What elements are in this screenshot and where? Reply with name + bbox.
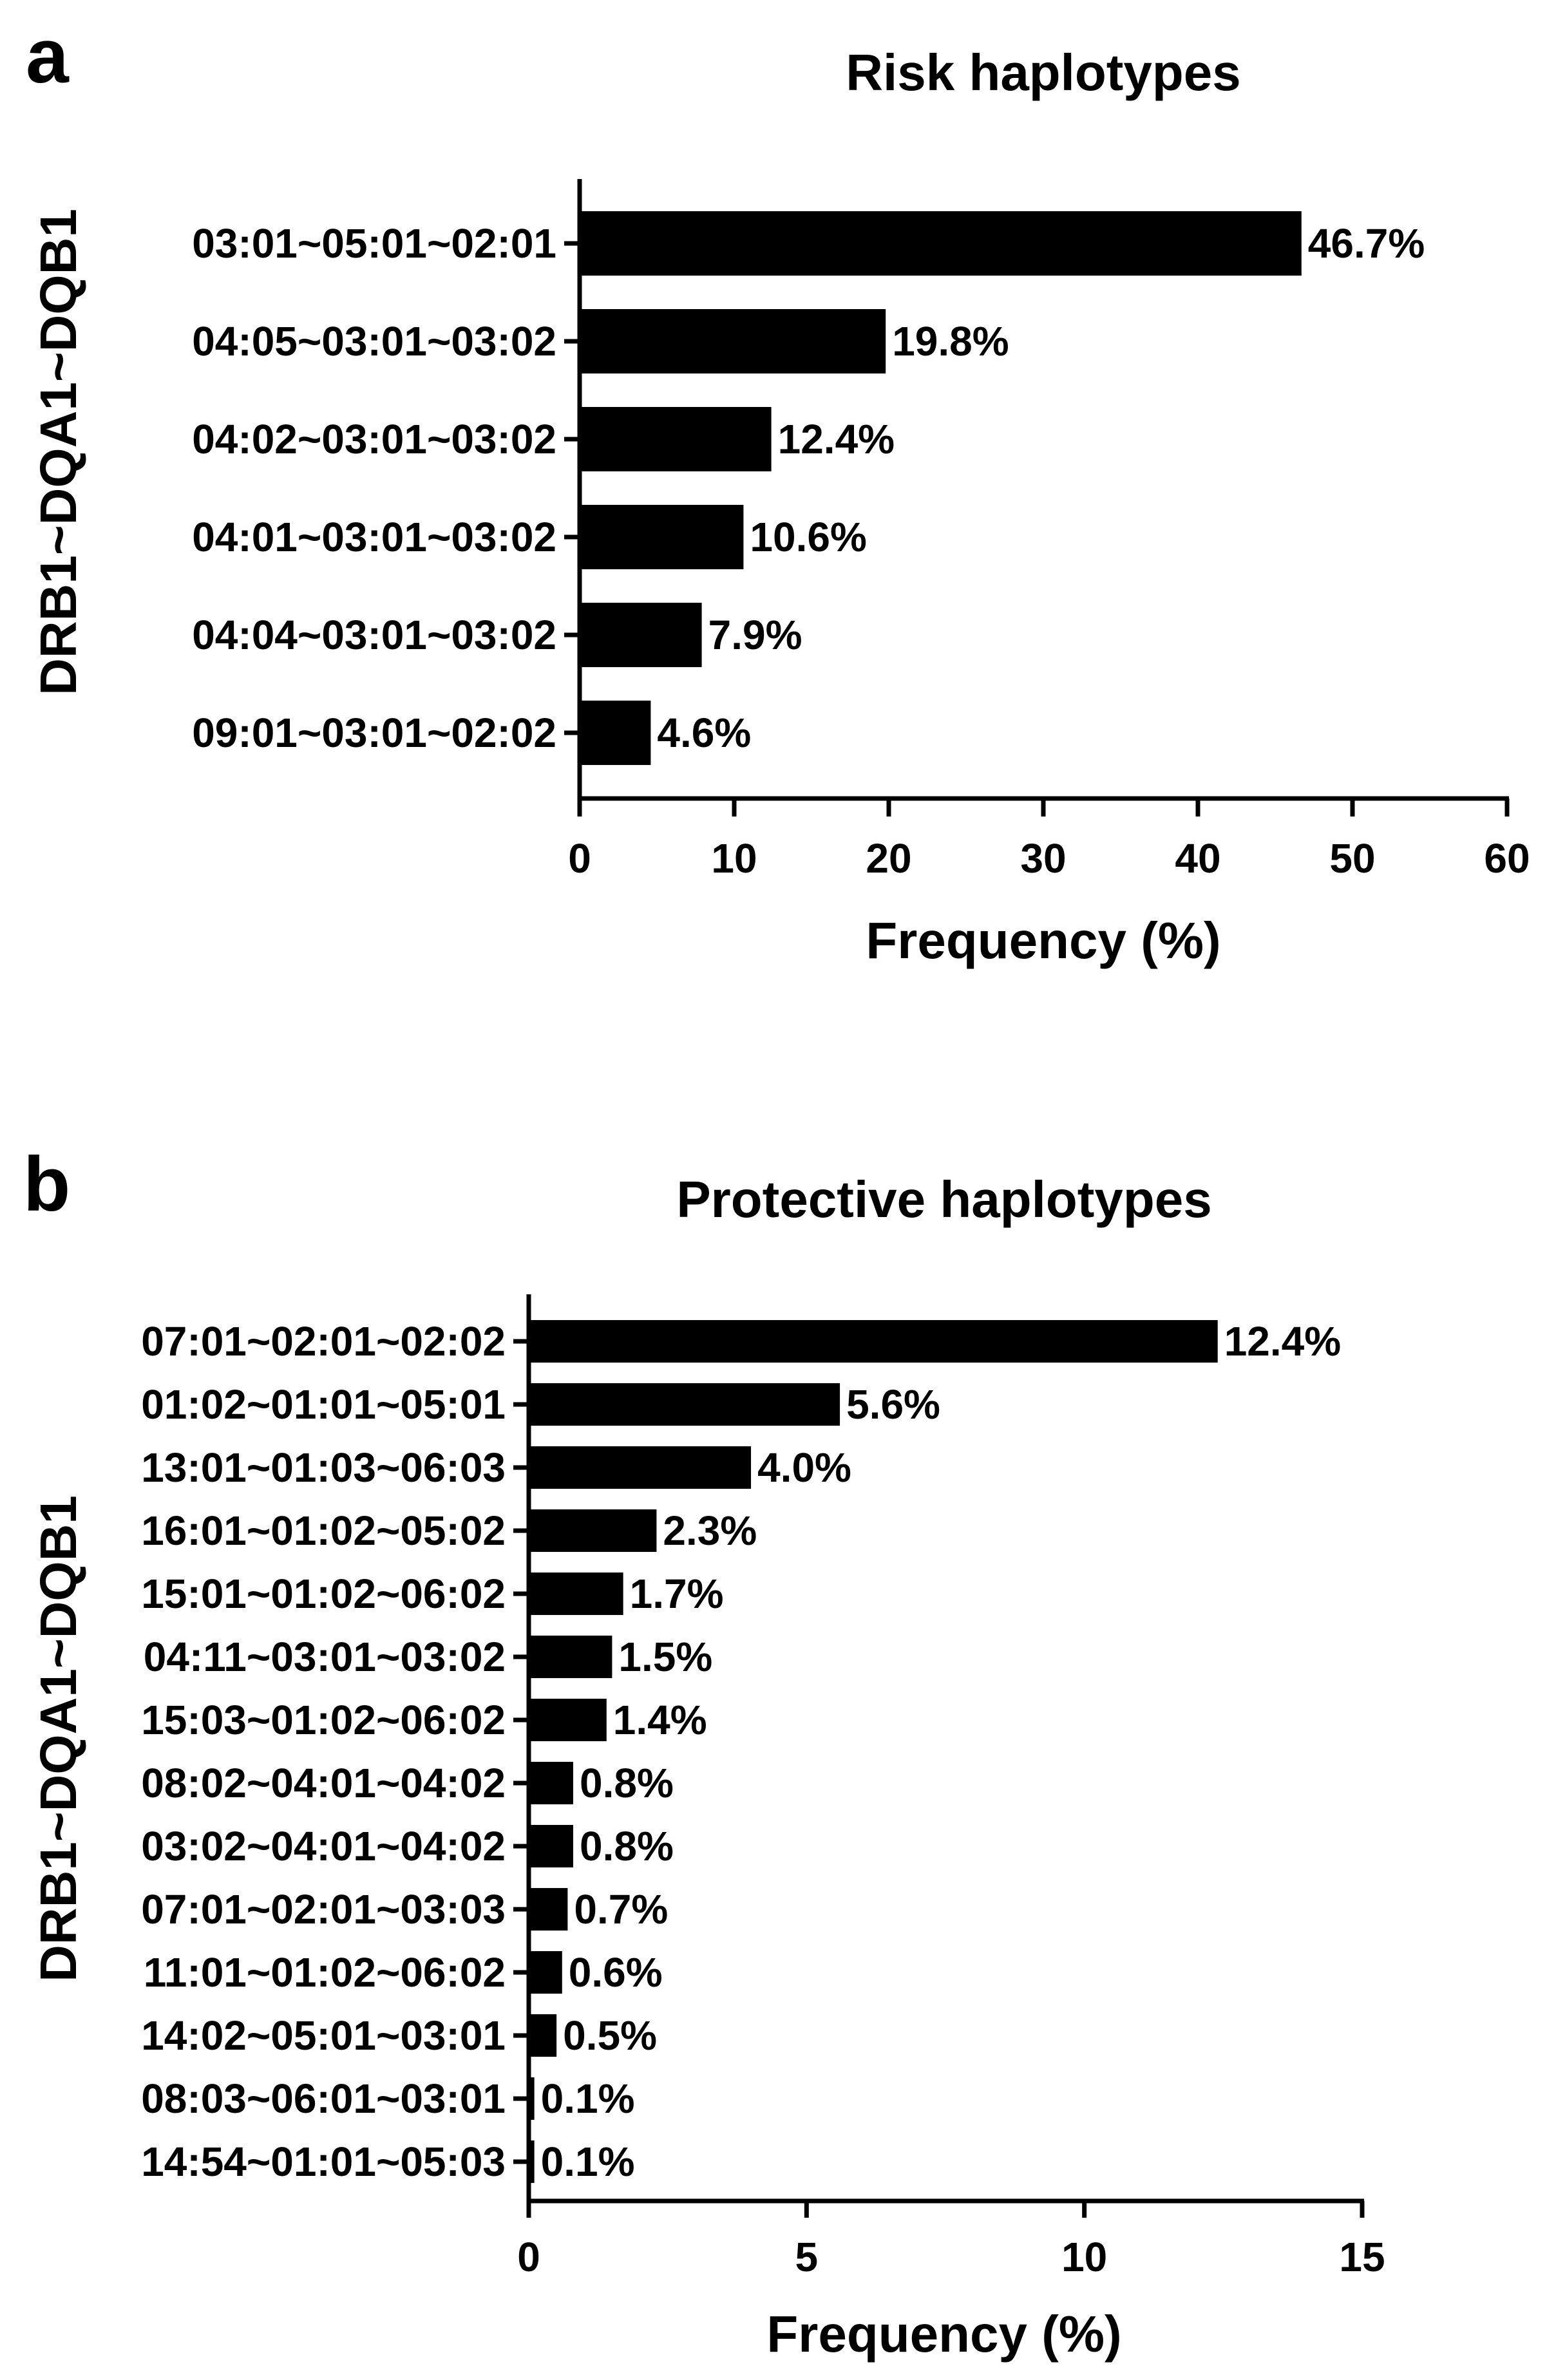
x-tick-label-a: 50: [1329, 835, 1375, 882]
bar-b: [529, 1509, 657, 1552]
category-label-b: 16:01~01:02~05:02: [141, 1507, 506, 1554]
category-label-b: 14:02~05:01~03:01: [141, 2012, 506, 2059]
value-label-a: 4.6%: [657, 710, 751, 756]
bar-b: [529, 2140, 535, 2183]
value-label-a: 19.8%: [892, 318, 1009, 364]
value-label-a: 46.7%: [1308, 220, 1425, 267]
category-label-a: 04:01~03:01~03:02: [192, 514, 556, 560]
value-label-b: 1.7%: [630, 1571, 724, 1617]
bar-b: [529, 1825, 574, 1867]
bar-b: [529, 1383, 840, 1426]
value-label-b: 4.0%: [757, 1444, 851, 1491]
bar-a: [580, 701, 651, 765]
bar-b: [529, 1699, 607, 1741]
value-label-b: 12.4%: [1224, 1318, 1341, 1365]
bar-b: [529, 2077, 535, 2120]
value-label-b: 5.6%: [846, 1381, 940, 1428]
value-label-b: 0.7%: [574, 1886, 668, 1932]
category-label-b: 04:11~03:01~03:02: [144, 1634, 506, 1680]
category-label-b: 11:01~01:02~06:02: [144, 1949, 506, 1996]
plot-area-a: 0 10 20 30 40 50 60 03:01~05:01~02:01 46.7% 04:05…: [192, 179, 1530, 882]
bar-a: [580, 505, 744, 569]
value-label-b: 0.8%: [580, 1823, 674, 1869]
bar-b: [529, 2014, 557, 2057]
category-label-a: 04:02~03:01~03:02: [192, 416, 556, 462]
bar-a: [580, 309, 886, 373]
x-tick-label-a: 40: [1175, 835, 1220, 882]
risk-haplotypes-chart: a Risk haplotypes DRB1~DQA1~DQB1 Frequen…: [26, 13, 1530, 969]
protective-haplotypes-chart: b Protective haplotypes DRB1~DQA1~DQB1 F…: [23, 1141, 1385, 2363]
chart-title-a: Risk haplotypes: [846, 44, 1241, 101]
plot-area-b: 0 5 10 15 07:01~02:01~02:02 12.4% 01:02~01:01~…: [141, 1294, 1385, 2280]
category-label-a: 09:01~03:01~02:02: [192, 710, 556, 756]
bar-a: [580, 211, 1302, 276]
x-axis-title-a: Frequency (%): [866, 912, 1220, 969]
x-tick-label-b: 10: [1061, 2234, 1107, 2280]
value-label-b: 0.5%: [563, 2012, 657, 2059]
bar-b: [529, 1320, 1218, 1363]
category-label-a: 04:05~03:01~03:02: [192, 318, 556, 364]
bar-b: [529, 1446, 752, 1489]
bar-b: [529, 1762, 574, 1804]
value-label-a: 12.4%: [778, 416, 895, 462]
x-tick-label-a: 30: [1020, 835, 1066, 882]
category-label-b: 07:01~02:01~03:03: [141, 1886, 506, 1932]
category-label-b: 13:01~01:03~06:03: [141, 1444, 506, 1491]
category-label-a: 04:04~03:01~03:02: [192, 612, 556, 658]
x-tick-label-b: 5: [795, 2234, 819, 2280]
bar-b: [529, 1951, 562, 1994]
x-axis-title-b: Frequency (%): [766, 2305, 1121, 2363]
value-label-b: 1.5%: [618, 1634, 712, 1680]
bar-b: [529, 1636, 612, 1678]
value-label-a: 7.9%: [708, 612, 802, 658]
x-tick-label-a: 20: [866, 835, 911, 882]
panel-label-b: b: [23, 1141, 70, 1227]
bar-a: [580, 407, 772, 471]
category-label-b: 01:02~01:01~05:01: [141, 1381, 506, 1428]
value-label-b: 0.6%: [569, 1949, 663, 1996]
value-label-b: 2.3%: [663, 1507, 757, 1554]
category-label-b: 08:02~04:01~04:02: [141, 1760, 506, 1806]
category-label-b: 07:01~02:01~02:02: [141, 1318, 506, 1365]
x-tick-label-b: 15: [1339, 2234, 1385, 2280]
x-tick-label-a: 10: [711, 835, 757, 882]
x-tick-label-b: 0: [517, 2234, 540, 2280]
category-label-b: 15:03~01:02~06:02: [141, 1697, 506, 1743]
value-label-a: 10.6%: [750, 514, 866, 560]
bar-b: [529, 1888, 568, 1931]
panel-label-a: a: [26, 13, 70, 99]
value-label-b: 0.1%: [541, 2075, 635, 2122]
category-label-b: 08:03~06:01~03:01: [141, 2075, 506, 2122]
value-label-b: 0.8%: [580, 1760, 674, 1806]
y-axis-title-b: DRB1~DQA1~DQB1: [30, 1495, 87, 1982]
bar-a: [580, 603, 702, 667]
category-label-b: 15:01~01:02~06:02: [141, 1571, 506, 1617]
value-label-b: 0.1%: [541, 2139, 635, 2185]
category-label-b: 03:02~04:01~04:02: [141, 1823, 506, 1869]
value-label-b: 1.4%: [613, 1697, 707, 1743]
bar-b: [529, 1572, 623, 1615]
x-tick-label-a: 0: [568, 835, 591, 882]
category-label-b: 14:54~01:01~05:03: [141, 2139, 506, 2185]
x-tick-label-a: 60: [1484, 835, 1530, 882]
category-label-a: 03:01~05:01~02:01: [192, 220, 556, 267]
chart-title-b: Protective haplotypes: [676, 1171, 1211, 1228]
y-axis-title-a: DRB1~DQA1~DQB1: [30, 209, 87, 695]
